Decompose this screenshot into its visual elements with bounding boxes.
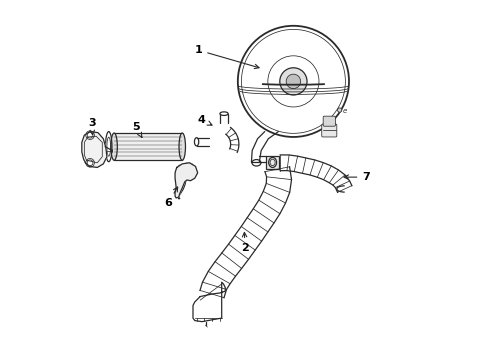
Text: 2: 2 (241, 233, 249, 253)
FancyBboxPatch shape (323, 116, 335, 126)
Circle shape (286, 74, 301, 89)
Text: 3: 3 (88, 118, 96, 135)
Bar (266, 156, 279, 169)
Text: e: e (343, 108, 347, 114)
Polygon shape (175, 163, 197, 198)
Text: 6: 6 (164, 187, 178, 208)
Ellipse shape (179, 133, 186, 160)
Circle shape (87, 160, 93, 166)
Circle shape (280, 68, 307, 95)
Circle shape (87, 132, 93, 138)
Text: 5: 5 (132, 122, 142, 138)
Ellipse shape (111, 133, 117, 160)
Polygon shape (82, 132, 107, 167)
Circle shape (338, 108, 342, 112)
Text: 1: 1 (195, 45, 259, 69)
Text: 4: 4 (197, 115, 212, 125)
FancyBboxPatch shape (322, 124, 337, 137)
Text: 7: 7 (344, 172, 370, 182)
Bar (114, 133, 182, 160)
